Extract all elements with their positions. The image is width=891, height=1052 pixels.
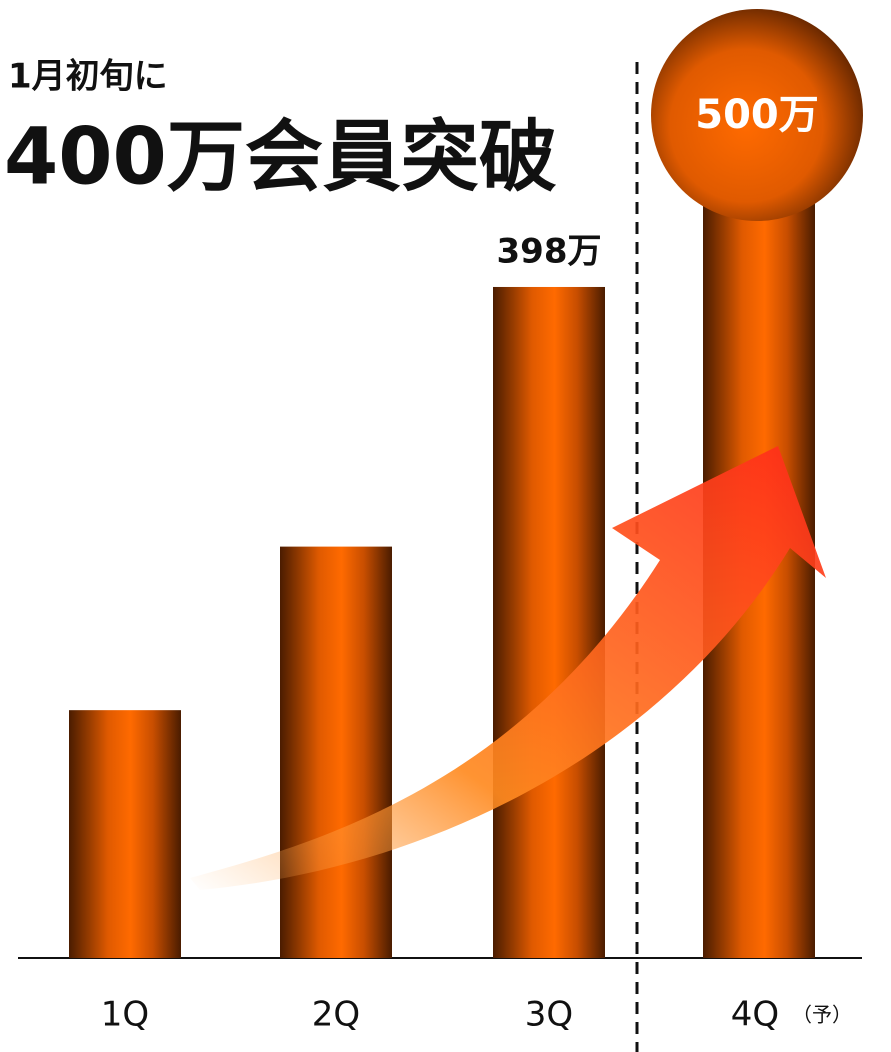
growth-arrow: [190, 446, 826, 890]
bar: [69, 710, 181, 958]
bar: [280, 546, 392, 958]
x-tick-label: 1Q: [101, 995, 149, 1035]
x-tick-label: 4Q: [731, 995, 779, 1035]
subtitle: 1月初旬に: [8, 57, 168, 97]
labels: 1Q 2Q 398万 3Q 500万 4Q （予）: [101, 9, 863, 1035]
x-tick-label: 3Q: [525, 995, 573, 1035]
value-label: 500万: [695, 92, 819, 138]
chart-title: 400万会員突破: [4, 112, 557, 202]
annotation: （予）: [792, 1003, 852, 1027]
value-label: 398万: [497, 231, 602, 271]
x-tick-label: 2Q: [312, 995, 360, 1035]
highlight-circle: [651, 9, 863, 221]
bar: [493, 286, 605, 958]
